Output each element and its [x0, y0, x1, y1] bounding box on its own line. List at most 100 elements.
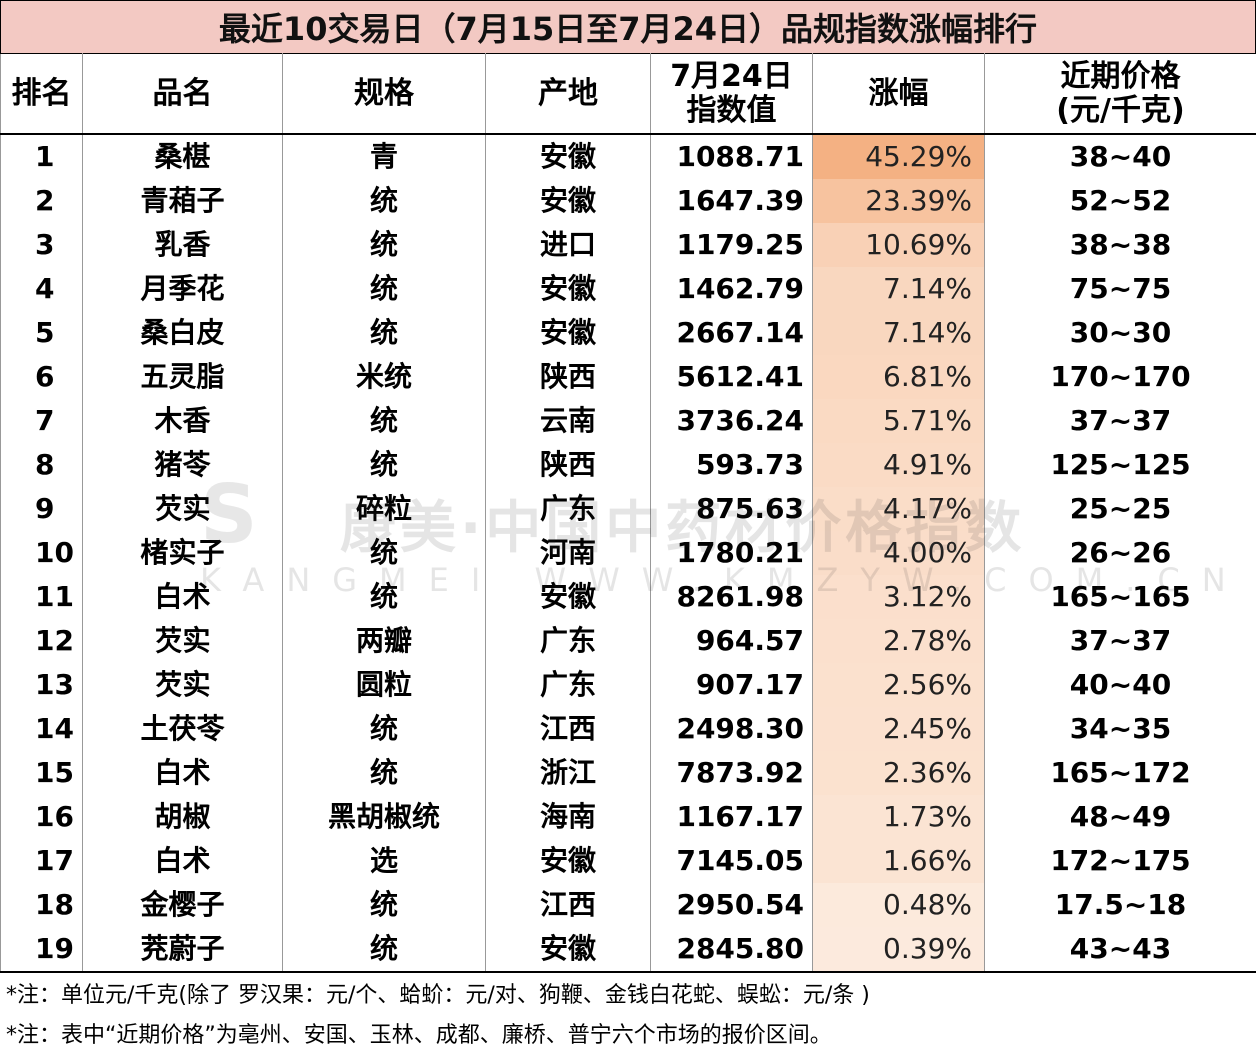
cell-origin: 江西 — [485, 883, 651, 927]
cell-origin: 江西 — [485, 707, 651, 751]
cell-price: 172~175 — [984, 839, 1256, 883]
cell-index: 964.57 — [650, 619, 813, 663]
table-row: 15 白术统浙江 7873.92 2.36% 165~172 — [0, 751, 1256, 795]
cell-price: 37~37 — [984, 399, 1256, 443]
cell-spec: 统 — [282, 223, 486, 267]
cell-index: 1179.25 — [650, 223, 813, 267]
table-row: 1 桑椹青安徽 1088.71 45.29% 38~40 — [0, 134, 1256, 179]
cell-change: 0.48% — [812, 883, 985, 927]
cell-price: 48~49 — [984, 795, 1256, 839]
table-row: 18 金樱子统江西 2950.54 0.48% 17.5~18 — [0, 883, 1256, 927]
cell-spec: 青 — [282, 134, 486, 179]
cell-rank: 10 — [0, 531, 83, 575]
cell-change: 1.66% — [812, 839, 985, 883]
cell-index: 1780.21 — [650, 531, 813, 575]
cell-index: 2667.14 — [650, 311, 813, 355]
table-row: 13 芡实 圆粒 广东 907.17 2.56% 40~40 — [0, 663, 1256, 707]
cell-rank: 12 — [0, 619, 83, 663]
cell-spec: 统 — [282, 531, 486, 575]
cell-spec: 统 — [282, 399, 486, 443]
cell-spec: 米统 — [282, 355, 486, 399]
table-row: 5 桑白皮统安徽 2667.14 7.14% 30~30 — [0, 311, 1256, 355]
cell-price: 165~172 — [984, 751, 1256, 795]
cell-price: 25~25 — [984, 487, 1256, 531]
cell-rank: 4 — [0, 267, 83, 311]
cell-rank: 2 — [0, 179, 83, 223]
cell-rank: 8 — [0, 443, 83, 487]
cell-rank: 5 — [0, 311, 83, 355]
table-body: 1 桑椹青安徽 1088.71 45.29% 38~40 2 青葙子统安徽 1647.39 23… — [0, 134, 1256, 973]
cell-spec: 统 — [282, 575, 486, 619]
cell-origin: 河南 — [485, 531, 651, 575]
cell-spec: 统 — [282, 311, 486, 355]
cell-name: 桑白皮 — [82, 311, 283, 355]
table-row: 8 猪苓统陕西 593.73 4.91% 125~125 — [0, 443, 1256, 487]
cell-index: 8261.98 — [650, 575, 813, 619]
cell-name: 白术 — [82, 839, 283, 883]
cell-spec: 统 — [282, 927, 486, 973]
cell-name: 芡实 — [82, 487, 283, 531]
cell-change: 6.81% — [812, 355, 985, 399]
cell-index: 2845.80 — [650, 927, 813, 973]
cell-name: 木香 — [82, 399, 283, 443]
cell-price: 52~52 — [984, 179, 1256, 223]
cell-change: 23.39% — [812, 179, 985, 223]
cell-change: 2.78% — [812, 619, 985, 663]
cell-name: 芡实 — [82, 663, 283, 707]
cell-index: 2498.30 — [650, 707, 813, 751]
cell-index: 5612.41 — [650, 355, 813, 399]
table-row: 9 芡实 碎粒 广东 875.63 4.17% 25~25 — [0, 487, 1256, 531]
table-row: 4 月季花统安徽 1462.79 7.14% 75~75 — [0, 267, 1256, 311]
cell-name: 月季花 — [82, 267, 283, 311]
header-index-line1: 7月24日 — [670, 58, 793, 94]
cell-name: 猪苓 — [82, 443, 283, 487]
cell-origin: 安徽 — [485, 927, 651, 973]
cell-origin: 浙江 — [485, 751, 651, 795]
cell-change: 5.71% — [812, 399, 985, 443]
cell-spec: 统 — [282, 883, 486, 927]
cell-change: 2.56% — [812, 663, 985, 707]
header-name: 品名 — [82, 53, 283, 135]
cell-name: 芡实 — [82, 619, 283, 663]
table-row: 19 茺蔚子统安徽 2845.80 0.39% 43~43 — [0, 927, 1256, 973]
cell-name: 金樱子 — [82, 883, 283, 927]
cell-name: 青葙子 — [82, 179, 283, 223]
cell-rank: 11 — [0, 575, 83, 619]
cell-spec: 统 — [282, 707, 486, 751]
header-origin: 产地 — [485, 53, 651, 135]
table-title: 最近10交易日（7月15日至7月24日）品规指数涨幅排行 — [0, 0, 1256, 54]
cell-change: 4.91% — [812, 443, 985, 487]
table-row: 14 土茯苓统江西 2498.30 2.45% 34~35 — [0, 707, 1256, 751]
cell-price: 40~40 — [984, 663, 1256, 707]
cell-name: 白术 — [82, 751, 283, 795]
cell-spec: 碎粒 — [282, 487, 486, 531]
header-change: 涨幅 — [812, 53, 985, 135]
cell-price: 38~40 — [984, 134, 1256, 179]
table-row: 2 青葙子统安徽 1647.39 23.39% 52~52 — [0, 179, 1256, 223]
cell-rank: 6 — [0, 355, 83, 399]
cell-name: 胡椒 — [82, 795, 283, 839]
cell-name: 土茯苓 — [82, 707, 283, 751]
cell-price: 37~37 — [984, 619, 1256, 663]
cell-rank: 19 — [0, 927, 83, 973]
cell-change: 4.17% — [812, 487, 985, 531]
cell-change: 1.73% — [812, 795, 985, 839]
cell-rank: 7 — [0, 399, 83, 443]
cell-index: 907.17 — [650, 663, 813, 707]
cell-origin: 陕西 — [485, 355, 651, 399]
cell-rank: 15 — [0, 751, 83, 795]
header-index: 7月24日 指数值 — [650, 53, 813, 135]
table-row: 16 胡椒 黑胡椒统 海南 1167.17 1.73% 48~49 — [0, 795, 1256, 839]
cell-rank: 13 — [0, 663, 83, 707]
cell-spec: 统 — [282, 179, 486, 223]
header-price-line2: (元/千克) — [1056, 92, 1185, 128]
cell-spec: 圆粒 — [282, 663, 486, 707]
footnote-price-source: *注：表中“近期价格”为亳州、安国、玉林、成都、廉桥、普宁六个市场的报价区间。 — [6, 1023, 832, 1048]
cell-origin: 广东 — [485, 663, 651, 707]
table-row: 12 芡实 两瓣 广东 964.57 2.78% 37~37 — [0, 619, 1256, 663]
cell-origin: 陕西 — [485, 443, 651, 487]
cell-origin: 广东 — [485, 619, 651, 663]
cell-origin: 安徽 — [485, 134, 651, 179]
cell-price: 75~75 — [984, 267, 1256, 311]
